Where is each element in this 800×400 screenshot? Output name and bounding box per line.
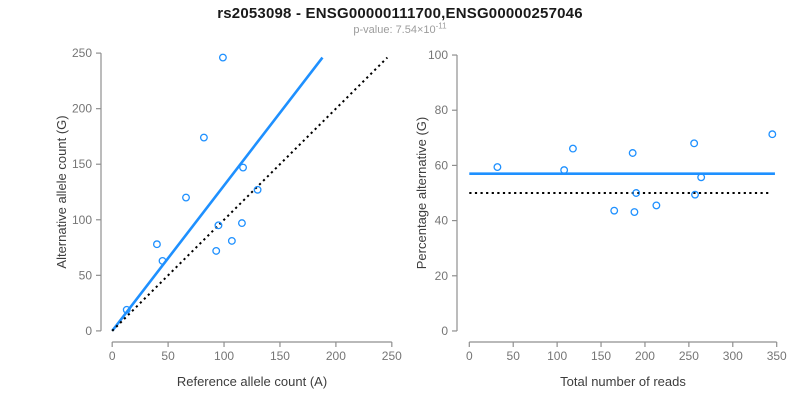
data-point: [652, 201, 661, 210]
data-point: [227, 236, 236, 245]
right-points: [493, 130, 777, 216]
pvalue-exponent: -11: [435, 21, 447, 31]
data-point: [768, 130, 777, 139]
y-tick-label: 60: [435, 158, 449, 172]
y-tick-label: 20: [435, 269, 449, 283]
left-x-axis: 0 50 100 150 200 250: [109, 341, 402, 363]
data-point: [239, 163, 248, 172]
x-tick-label: 200: [635, 349, 655, 363]
data-point: [691, 190, 699, 199]
data-point: [199, 133, 208, 142]
right-x-axis: 0 50 100 150 200 250 300 350: [466, 341, 787, 363]
x-tick-label: 150: [591, 349, 611, 363]
left-y-axis-title: Alternative allele count (G): [54, 115, 69, 268]
data-point: [182, 193, 190, 202]
x-tick-label: 250: [382, 349, 402, 363]
fit-line: [111, 56, 324, 332]
x-tick-label: 200: [326, 349, 346, 363]
right-x-axis-title: Total number of reads: [560, 374, 686, 389]
data-point: [493, 163, 502, 172]
left-points: [122, 53, 262, 314]
right-panel: 0 50 100 150 200 250 300 350 0 20 40 60 80 100 Total n…: [414, 48, 787, 389]
data-point: [610, 206, 619, 215]
x-tick-label: 50: [507, 349, 521, 363]
x-tick-label: 150: [270, 349, 290, 363]
y-tick-label: 50: [79, 268, 93, 282]
x-tick-label: 250: [679, 349, 699, 363]
x-tick-label: 350: [767, 349, 787, 363]
x-tick-label: 0: [466, 349, 473, 363]
chart-header: rs2053098 - ENSG00000111700,ENSG00000257…: [0, 5, 800, 36]
y-tick-label: 0: [85, 324, 92, 338]
y-tick-label: 100: [72, 213, 92, 227]
y-tick-label: 200: [72, 102, 92, 116]
data-point: [212, 246, 221, 255]
identity-line: [111, 56, 389, 332]
y-tick-label: 40: [435, 214, 449, 228]
right-y-axis-title: Percentage alternative (G): [414, 117, 429, 269]
data-point: [253, 185, 262, 194]
y-tick-label: 0: [441, 324, 448, 338]
data-point: [152, 240, 161, 249]
data-point: [697, 173, 706, 182]
y-tick-label: 100: [428, 48, 448, 62]
data-point: [122, 305, 131, 314]
data-point: [568, 144, 577, 153]
data-point: [690, 139, 699, 148]
y-tick-label: 80: [435, 103, 449, 117]
data-point: [158, 256, 167, 265]
x-tick-label: 0: [109, 349, 116, 363]
x-tick-label: 100: [547, 349, 567, 363]
data-point: [628, 149, 637, 157]
left-y-axis: 0 50 100 150 200 250: [72, 46, 102, 338]
data-point: [560, 166, 569, 175]
x-tick-label: 50: [161, 349, 175, 363]
y-tick-label: 150: [72, 157, 92, 171]
x-tick-label: 100: [214, 349, 234, 363]
pvalue-text: p-value: 7.54×10: [353, 24, 436, 36]
left-panel: 0 50 100 150 200 250 0 50 100 150 200 250 Reference …: [54, 46, 402, 389]
y-tick-label: 250: [72, 46, 92, 60]
data-point: [630, 208, 639, 216]
chart-title: rs2053098 - ENSG00000111700,ENSG00000257…: [217, 5, 583, 22]
x-tick-label: 300: [723, 349, 743, 363]
data-point: [632, 189, 641, 197]
left-x-axis-title: Reference allele count (A): [177, 374, 327, 389]
data-point: [214, 221, 223, 230]
pvalue-subtitle: p-value: 7.54×10-11: [0, 21, 800, 36]
data-point: [218, 53, 227, 62]
right-y-axis: 0 20 40 60 80 100: [428, 48, 458, 338]
data-point: [237, 219, 246, 228]
